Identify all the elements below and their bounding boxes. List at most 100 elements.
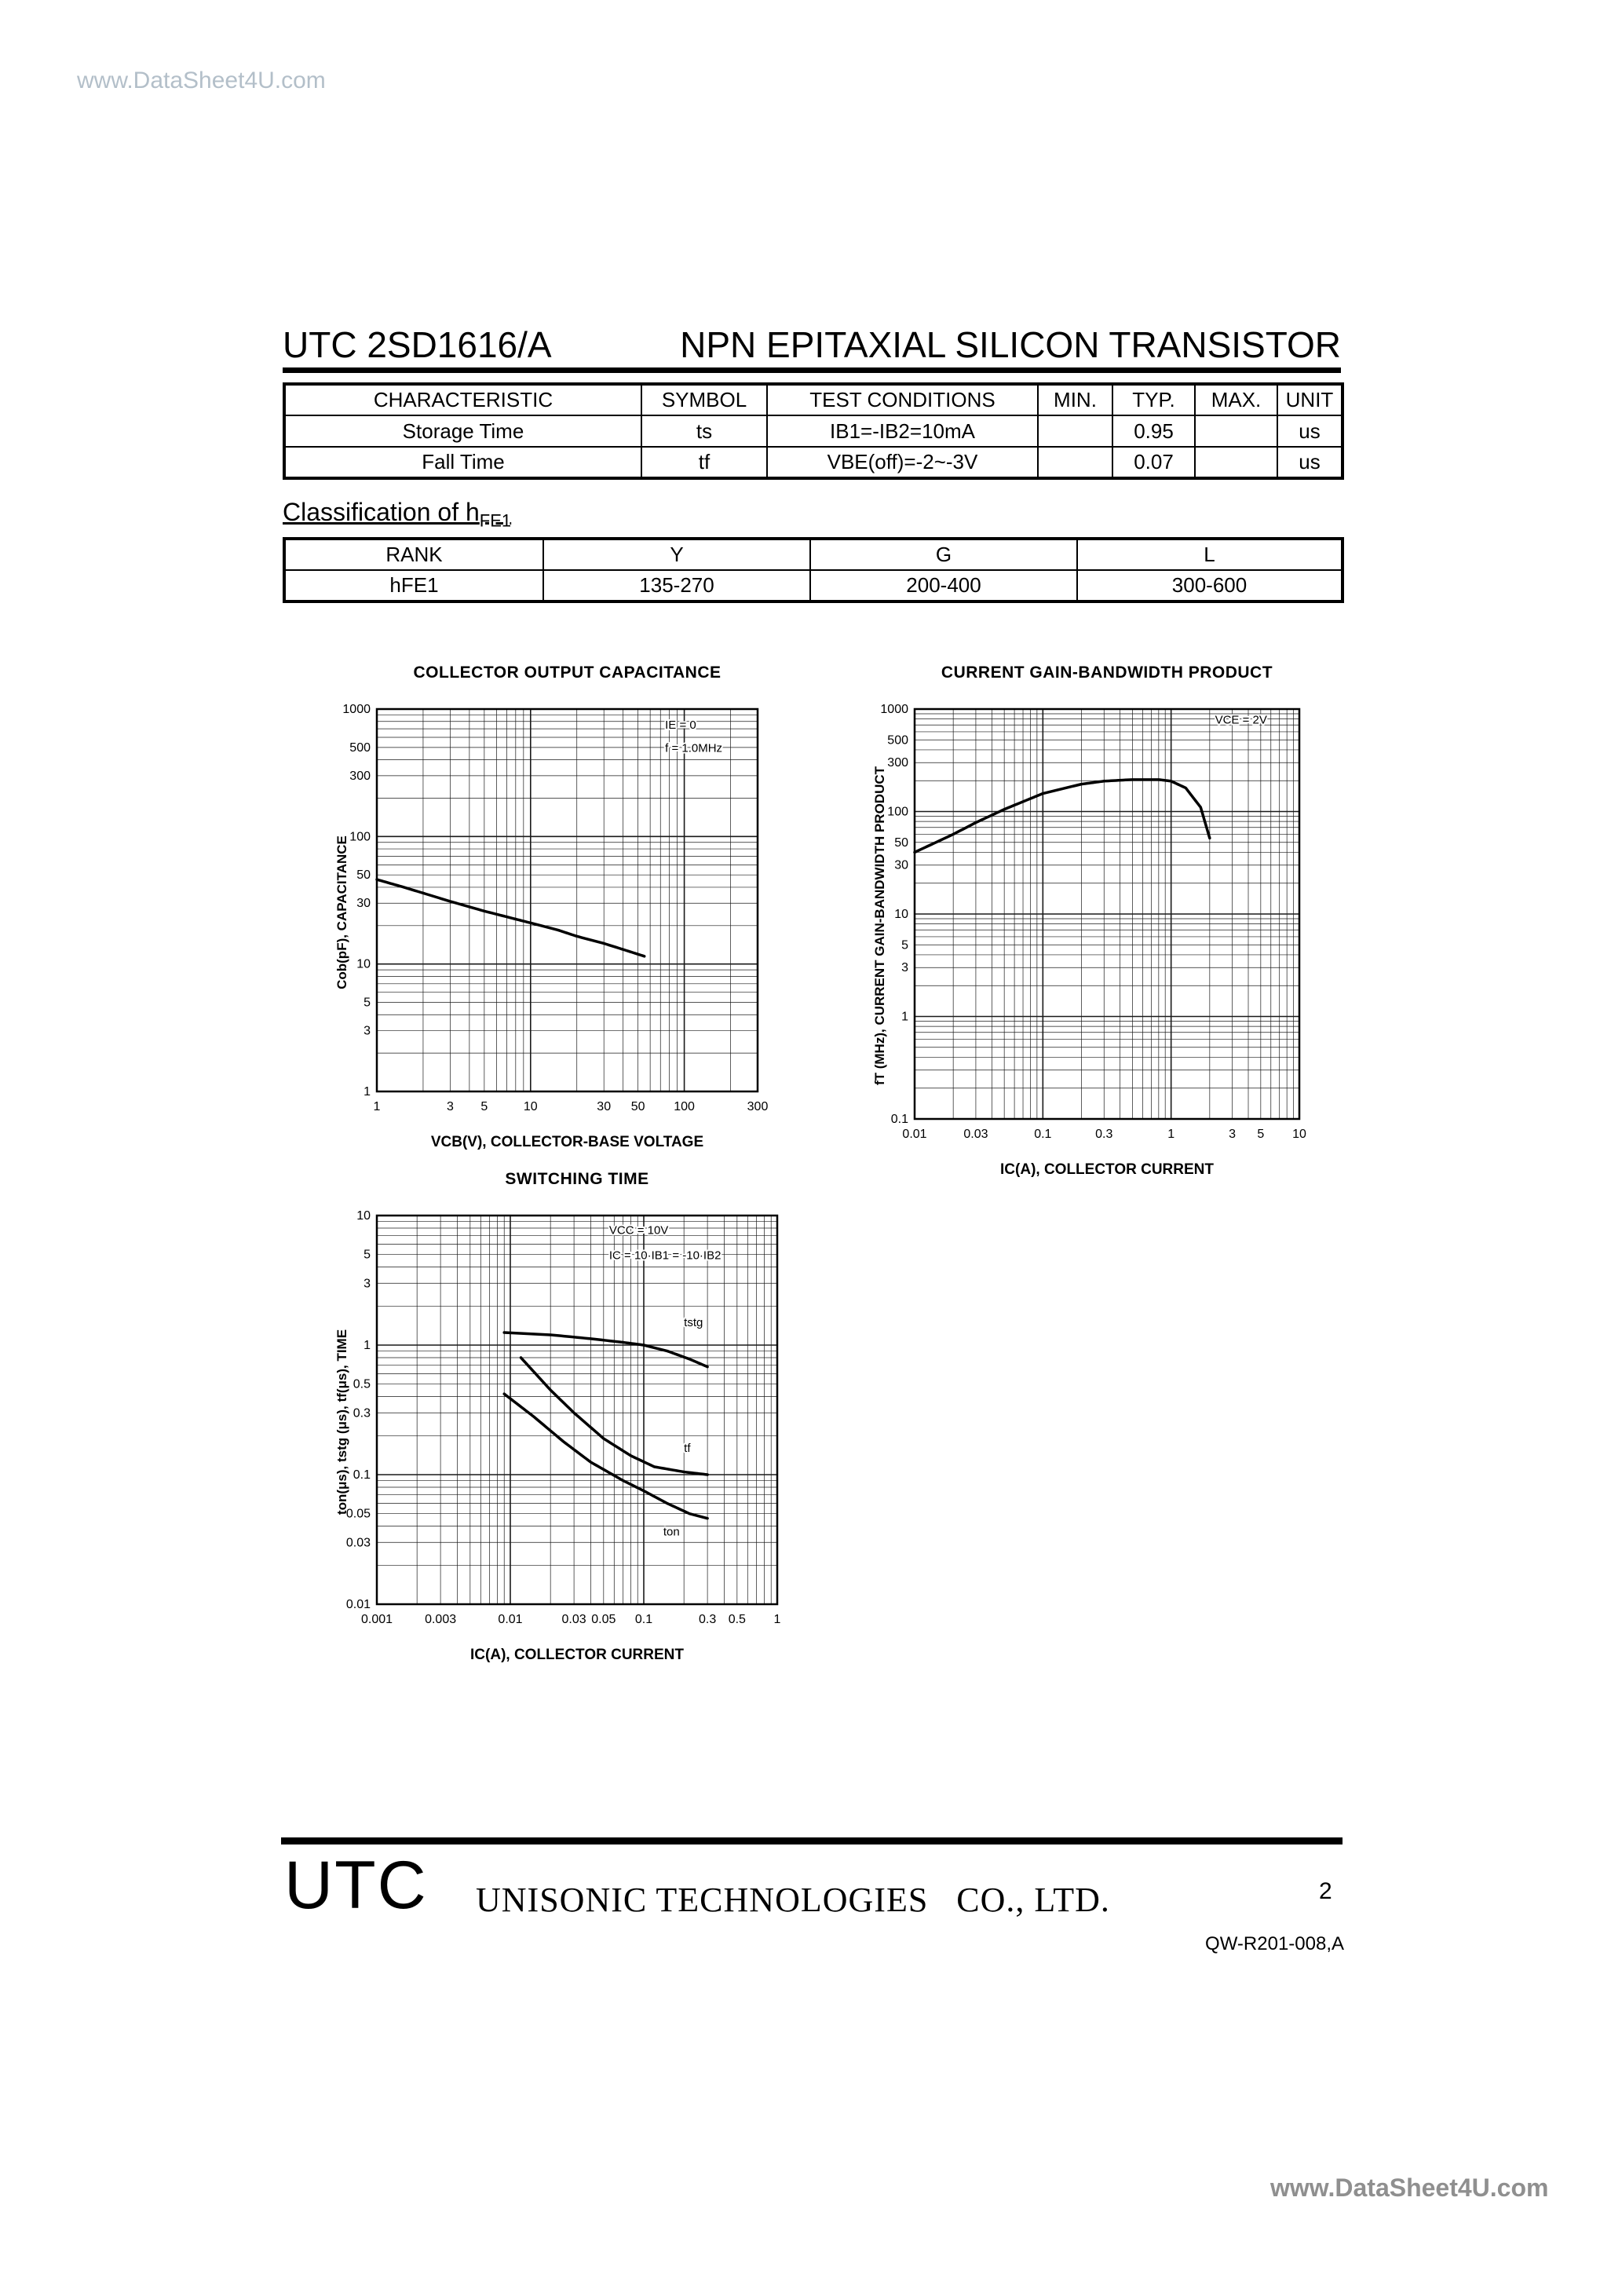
- svg-text:IC = 10·IB1 = -10·IB2: IC = 10·IB1 = -10·IB2: [609, 1249, 721, 1263]
- table-cell: 0.95: [1112, 415, 1196, 448]
- svg-text:0.01: 0.01: [346, 1598, 371, 1611]
- classification-heading-text: Classification of h: [283, 498, 480, 526]
- svg-text:0.5: 0.5: [353, 1378, 371, 1391]
- characteristics-table: CHARACTERISTIC SYMBOL TEST CONDITIONS MI…: [283, 382, 1344, 480]
- col-header-rank-y: Y: [542, 538, 811, 571]
- svg-text:0.1: 0.1: [1034, 1128, 1051, 1141]
- svg-text:0.03: 0.03: [963, 1128, 988, 1141]
- document-title: NPN EPITAXIAL SILICON TRANSISTOR: [680, 324, 1341, 365]
- switching-time-chart: SWITCHING TIME ton(μs), tstg (μs), tf(μs…: [330, 1170, 809, 1664]
- chart-x-axis-label: IC(A), COLLECTOR CURRENT: [1000, 1161, 1214, 1178]
- svg-text:1000: 1000: [342, 703, 371, 716]
- svg-text:VCE = 2V: VCE = 2V: [1215, 714, 1267, 727]
- svg-text:0.3: 0.3: [1095, 1128, 1112, 1141]
- part-number: UTC 2SD1616/A: [283, 324, 552, 365]
- svg-text:3: 3: [901, 961, 908, 974]
- svg-text:1: 1: [774, 1613, 781, 1626]
- table-cell: hFE1: [283, 569, 544, 602]
- table-cell: 0.07: [1112, 446, 1196, 479]
- classification-heading-subscript: FE1: [479, 510, 512, 531]
- chart-y-axis-label: fT (MHz), CURRENT GAIN-BANDWIDTH PRODUCT: [872, 766, 887, 1086]
- chart-plot-area: 0.01 0.03 0.1 0.3 1 3 5 10 1000 500 300 100 50 30 10 5 3…: [880, 703, 1306, 1141]
- svg-text:10: 10: [356, 1209, 371, 1223]
- svg-text:30: 30: [356, 897, 371, 910]
- svg-text:0.5: 0.5: [729, 1613, 746, 1626]
- table-cell: [1194, 446, 1278, 479]
- classification-heading: Classification of hFE1: [283, 498, 511, 531]
- svg-text:300: 300: [349, 770, 371, 783]
- table-cell: 200-400: [809, 569, 1078, 602]
- svg-text:100: 100: [887, 806, 908, 819]
- header: UTC 2SD1616/A NPN EPITAXIAL SILICON TRAN…: [283, 324, 1341, 366]
- svg-text:1: 1: [1167, 1128, 1174, 1141]
- col-header-rank-g: G: [809, 538, 1078, 571]
- svg-text:1: 1: [901, 1011, 908, 1024]
- svg-text:3: 3: [1229, 1128, 1236, 1141]
- col-header-symbol: SYMBOL: [641, 383, 768, 416]
- chart-title: SWITCHING TIME: [505, 1170, 649, 1188]
- svg-text:0.003: 0.003: [425, 1613, 456, 1626]
- svg-text:tf: tf: [684, 1442, 691, 1455]
- svg-text:100: 100: [674, 1100, 695, 1113]
- svg-text:50: 50: [894, 836, 908, 850]
- svg-text:0.1: 0.1: [353, 1468, 371, 1482]
- table-cell: ts: [641, 415, 768, 448]
- col-header-unit: UNIT: [1277, 383, 1343, 416]
- table-cell: IB1=-IB2=10mA: [766, 415, 1039, 448]
- col-header-rank-l: L: [1076, 538, 1343, 571]
- svg-text:0.1: 0.1: [635, 1613, 652, 1626]
- svg-text:VCC = 10V: VCC = 10V: [609, 1224, 668, 1238]
- table-cell: 300-600: [1076, 569, 1343, 602]
- chart-x-axis-label: IC(A), COLLECTOR CURRENT: [470, 1647, 684, 1663]
- svg-text:500: 500: [887, 733, 908, 747]
- col-header-max: MAX.: [1194, 383, 1278, 416]
- chart-title: COLLECTOR OUTPUT CAPACITANCE: [413, 664, 721, 682]
- col-header-typ: TYP.: [1112, 383, 1196, 416]
- watermark-bottom: www.DataSheet4U.com: [1270, 2174, 1549, 2202]
- svg-text:100: 100: [349, 830, 371, 843]
- table-cell: Storage Time: [283, 415, 642, 448]
- svg-text:50: 50: [631, 1100, 645, 1113]
- svg-text:30: 30: [597, 1100, 611, 1113]
- svg-text:0.05: 0.05: [346, 1508, 371, 1521]
- svg-text:5: 5: [1257, 1128, 1264, 1141]
- table-cell: [1194, 415, 1278, 448]
- chart-plot-area: 1 3 5 10 30 50 100 300 1000 500 300 100 50 30 10 5 3 1 IE …: [342, 703, 768, 1113]
- svg-text:0.03: 0.03: [562, 1613, 586, 1626]
- svg-text:0.3: 0.3: [699, 1613, 716, 1626]
- svg-text:1: 1: [363, 1339, 371, 1352]
- svg-text:tstg: tstg: [684, 1316, 703, 1329]
- utc-logo: UTC: [284, 1848, 428, 1923]
- svg-text:10: 10: [524, 1100, 538, 1113]
- chart-title: CURRENT GAIN-BANDWIDTH PRODUCT: [941, 664, 1273, 682]
- col-header-min: MIN.: [1037, 383, 1113, 416]
- col-header-rank: RANK: [283, 538, 544, 571]
- svg-text:1: 1: [363, 1085, 371, 1099]
- chart-y-axis-label: ton(μs), tstg (μs), tf(μs), TIME: [334, 1329, 349, 1515]
- svg-text:1: 1: [374, 1100, 381, 1113]
- svg-text:1000: 1000: [880, 703, 908, 716]
- table-row-hfe1: hFE1 135-270 200-400 300-600: [283, 569, 1343, 602]
- table-cell: us: [1277, 446, 1343, 479]
- svg-text:0.05: 0.05: [591, 1613, 616, 1626]
- svg-text:IE = 0: IE = 0: [665, 718, 696, 732]
- svg-text:500: 500: [349, 741, 371, 755]
- company-name: UNISONIC TECHNOLOGIES CO., LTD.: [476, 1881, 1110, 1919]
- svg-text:3: 3: [447, 1100, 454, 1113]
- chart-plot-area: 0.001 0.003 0.01 0.03 0.05 0.1 0.3 0.5 1 10 5 3 1 0.5…: [346, 1209, 781, 1626]
- classification-header-row: RANK Y G L: [283, 538, 1343, 571]
- svg-text:3: 3: [363, 1277, 371, 1290]
- svg-text:0.01: 0.01: [498, 1613, 522, 1626]
- table-cell: [1037, 446, 1113, 479]
- chart-x-axis-label: VCB(V), COLLECTOR-BASE VOLTAGE: [430, 1134, 704, 1150]
- table-cell: [1037, 415, 1113, 448]
- watermark-top: www.DataSheet4U.com: [77, 68, 326, 93]
- page-number: 2: [1319, 1878, 1332, 1904]
- col-header-characteristic: CHARACTERISTIC: [283, 383, 642, 416]
- current-gain-bandwidth-chart: CURRENT GAIN-BANDWIDTH PRODUCT fT (MHz),…: [868, 664, 1331, 1179]
- svg-text:0.01: 0.01: [902, 1128, 926, 1141]
- svg-text:0.03: 0.03: [346, 1536, 371, 1549]
- table-cell: tf: [641, 446, 768, 479]
- table-cell: us: [1277, 415, 1343, 448]
